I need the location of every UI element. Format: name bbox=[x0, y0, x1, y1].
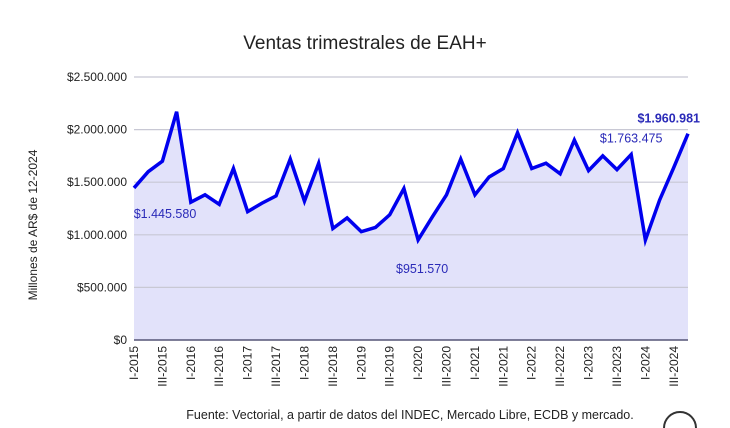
x-tick-label: III-2019 bbox=[383, 346, 397, 387]
x-tick-label: III-2021 bbox=[496, 346, 510, 387]
circle-icon bbox=[663, 411, 697, 428]
y-tick-label: $2.000.000 bbox=[67, 123, 127, 137]
x-tick-label: III-2020 bbox=[440, 346, 454, 387]
x-tick-label: I-2016 bbox=[184, 346, 198, 380]
x-tick-label: III-2024 bbox=[667, 346, 681, 387]
area-fill bbox=[134, 111, 688, 340]
y-tick-label: $0 bbox=[114, 333, 128, 347]
x-tick-label: I-2023 bbox=[582, 346, 596, 380]
x-tick-label: I-2018 bbox=[297, 346, 311, 380]
x-tick-label: III-2015 bbox=[155, 346, 169, 387]
x-tick-label: I-2020 bbox=[411, 346, 425, 380]
x-tick-label: I-2015 bbox=[127, 346, 141, 380]
data-label: $1.960.981 bbox=[637, 112, 700, 126]
x-tick-label: III-2016 bbox=[212, 346, 226, 387]
y-tick-label: $1.500.000 bbox=[67, 175, 127, 189]
series-line bbox=[132, 111, 690, 248]
x-tick-label: III-2023 bbox=[610, 346, 624, 387]
x-tick-label: I-2017 bbox=[241, 346, 255, 380]
source-note: Fuente: Vectorial, a partir de datos del… bbox=[186, 408, 634, 422]
data-label: $1.445.580 bbox=[134, 207, 197, 221]
data-label: $1.763.475 bbox=[600, 131, 663, 145]
x-tick-label: III-2017 bbox=[269, 346, 283, 387]
data-label: $951.570 bbox=[396, 262, 448, 276]
y-tick-label: $2.500.000 bbox=[67, 70, 127, 84]
x-tick-label: I-2024 bbox=[638, 346, 652, 380]
y-tick-label: $500.000 bbox=[77, 280, 127, 294]
x-tick-label: III-2022 bbox=[553, 346, 567, 387]
y-tick-label: $1.000.000 bbox=[67, 228, 127, 242]
x-tick-label: I-2021 bbox=[468, 346, 482, 380]
x-tick-label: I-2022 bbox=[525, 346, 539, 380]
x-tick-label: III-2018 bbox=[326, 346, 340, 387]
chart-title: Ventas trimestrales de EAH+ bbox=[243, 33, 487, 54]
x-tick-label: I-2019 bbox=[354, 346, 368, 380]
